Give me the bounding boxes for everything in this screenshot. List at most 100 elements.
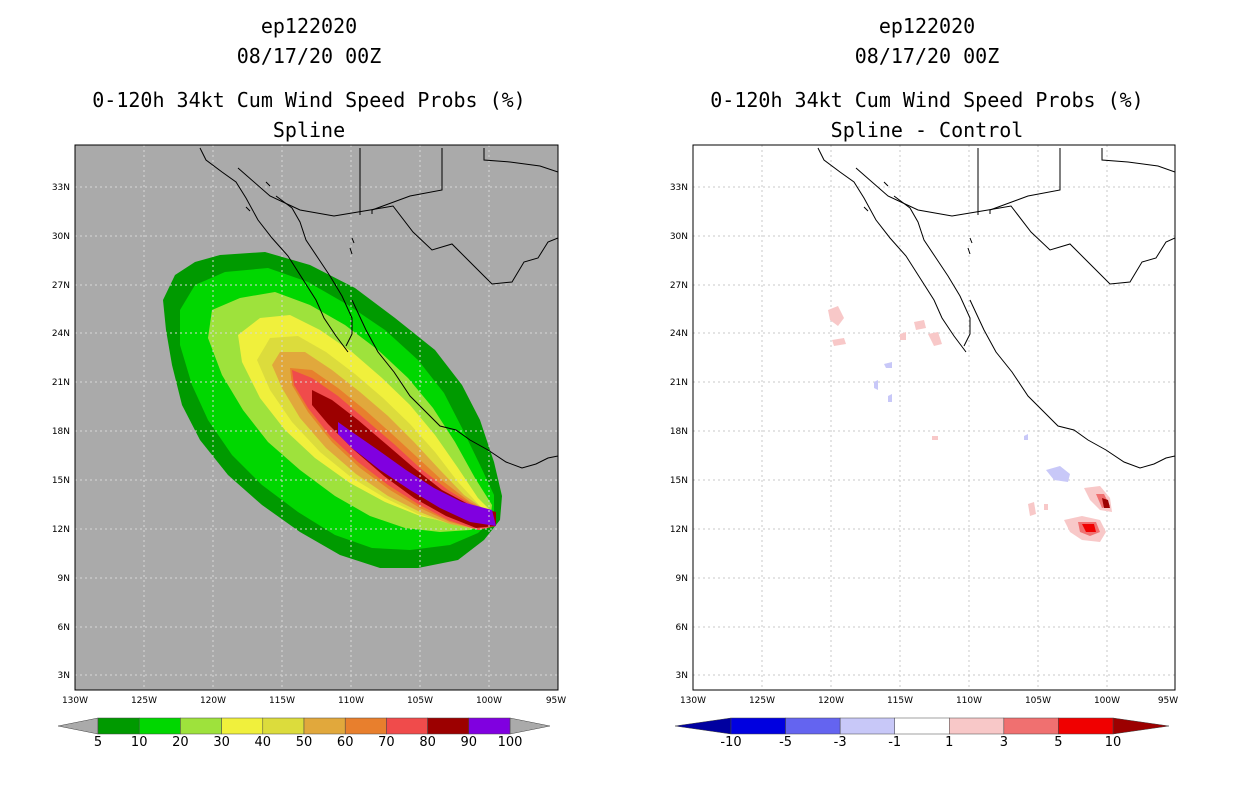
right-title-line-4: Spline - Control	[830, 118, 1024, 142]
diff-patch-17	[1028, 502, 1036, 516]
left-xtick: 95W	[546, 696, 566, 706]
left-ytick: 6N	[58, 623, 70, 633]
right-map-panel	[692, 144, 1176, 691]
right-title-line-3: 0-120h 34kt Cum Wind Speed Probs (%)	[710, 88, 1144, 112]
contour-80	[312, 390, 496, 528]
diff-patch-10	[1024, 434, 1028, 440]
left-xtick: 115W	[269, 696, 295, 706]
left-xtick: 100W	[476, 696, 502, 706]
left-ytick: 24N	[52, 329, 70, 339]
colorbar-label: 60	[337, 735, 354, 750]
right-xtick: 130W	[680, 696, 706, 706]
colorbar-end-low	[57, 717, 99, 735]
colorbar-swatch	[386, 717, 428, 735]
left-xtick: 105W	[407, 696, 433, 706]
diff-patch-6	[884, 362, 892, 368]
colorbar-swatch	[138, 717, 181, 735]
right-xtick: 110W	[956, 696, 982, 706]
right-xtick: 115W	[887, 696, 913, 706]
left-frame	[74, 144, 559, 691]
left-xtick: 130W	[62, 696, 88, 706]
colorbar-label: 5	[94, 735, 102, 750]
colorbar-swatch	[949, 717, 1005, 735]
contour-90	[338, 422, 496, 526]
left-title-line-3: 0-120h 34kt Cum Wind Speed Probs (%)	[92, 88, 526, 112]
colorbar-label: 1	[945, 735, 953, 750]
colorbar-label: 70	[378, 735, 395, 750]
diff-patch-1	[828, 306, 844, 326]
right-title-line-2: 08/17/20 00Z	[854, 44, 1000, 68]
colorbar-label: 20	[172, 735, 189, 750]
right-coastlines	[817, 147, 1175, 469]
right-ytick: 12N	[670, 525, 688, 535]
right-colorbar: -10 -5 -3 -1 1 3 5 10	[674, 717, 1170, 750]
left-grid	[75, 145, 558, 690]
colorbar-label: 30	[213, 735, 230, 750]
left-ytick: 9N	[58, 574, 70, 584]
colorbar-label: 100	[498, 735, 523, 750]
right-ytick: 33N	[670, 183, 688, 193]
colorbar-end-low	[674, 717, 732, 735]
left-title-line-2: 08/17/20 00Z	[236, 44, 382, 68]
colorbar-end-high	[1112, 717, 1170, 735]
diff-patch-19	[932, 436, 938, 440]
colorbar-label: -10	[720, 735, 741, 750]
colorbar-swatch	[1003, 717, 1059, 735]
colorbar-swatch	[221, 717, 264, 735]
colorbar-swatch	[839, 717, 895, 735]
colorbar-label: 50	[296, 735, 313, 750]
right-ytick: 21N	[670, 378, 688, 388]
left-ytick: 27N	[52, 281, 70, 291]
colorbar-label: -3	[834, 735, 847, 750]
colorbar-label: -1	[888, 735, 901, 750]
colorbar-label: 80	[419, 735, 436, 750]
left-title-line-1: ep122020	[260, 14, 358, 38]
right-xtick: 120W	[818, 696, 844, 706]
right-ytick: 3N	[676, 671, 688, 681]
right-ytick: 27N	[670, 281, 688, 291]
left-ytick: 18N	[52, 427, 70, 437]
left-ytick: 30N	[52, 232, 70, 242]
colorbar-swatch	[785, 717, 841, 735]
colorbar-swatch	[344, 717, 387, 735]
colorbar-swatch	[303, 717, 346, 735]
diff-patch-7	[874, 380, 878, 390]
left-x-axis: 130W 125W 120W 115W 110W 105W 100W 95W	[62, 696, 566, 706]
left-xtick: 110W	[338, 696, 364, 706]
left-colorbar: 5 10 20 30 40 50 60 70 80 90 100	[57, 717, 551, 750]
colorbar-swatch	[97, 717, 140, 735]
diff-patch-2	[832, 338, 846, 346]
right-xtick: 125W	[749, 696, 775, 706]
diff-patch-8	[888, 394, 892, 402]
diff-patch-5	[928, 332, 942, 346]
colorbar-label: 10	[1105, 735, 1122, 750]
colorbar-swatch	[894, 717, 950, 735]
right-map-background	[693, 145, 1175, 690]
diff-patch-9	[1046, 466, 1070, 482]
colorbar-label: 10	[131, 735, 148, 750]
left-ytick: 21N	[52, 378, 70, 388]
left-xtick: 120W	[200, 696, 226, 706]
left-ytick: 15N	[52, 476, 70, 486]
right-ytick: 15N	[670, 476, 688, 486]
right-y-axis: 33N 30N 27N 24N 21N 18N 15N 12N 9N 6N 3N	[670, 183, 688, 681]
right-ytick: 18N	[670, 427, 688, 437]
right-x-axis: 130W 125W 120W 115W 110W 105W 100W 95W	[680, 696, 1178, 706]
right-frame	[692, 144, 1176, 691]
right-ytick: 30N	[670, 232, 688, 242]
colorbar-swatch	[262, 717, 305, 735]
diff-patch-4	[900, 332, 906, 340]
colorbar-label: 3	[1000, 735, 1008, 750]
right-ytick: 24N	[670, 329, 688, 339]
colorbar-swatch	[1058, 717, 1114, 735]
difference-contours	[828, 306, 1112, 542]
left-ytick: 12N	[52, 525, 70, 535]
right-xtick: 100W	[1094, 696, 1120, 706]
right-xtick: 95W	[1158, 696, 1178, 706]
left-xtick: 125W	[131, 696, 157, 706]
diff-patch-3	[914, 320, 926, 330]
right-ytick: 6N	[676, 623, 688, 633]
colorbar-swatch	[468, 717, 511, 735]
colorbar-swatch	[730, 717, 786, 735]
